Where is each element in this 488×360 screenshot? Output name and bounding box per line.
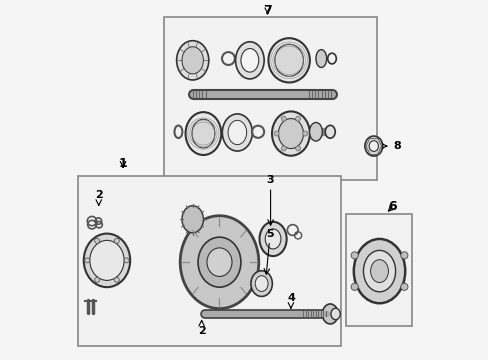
Circle shape [114, 277, 119, 282]
Circle shape [95, 277, 100, 282]
Ellipse shape [363, 250, 395, 292]
Ellipse shape [315, 50, 326, 67]
Ellipse shape [268, 38, 309, 82]
Ellipse shape [241, 49, 258, 72]
Text: 8: 8 [382, 141, 400, 151]
Circle shape [114, 238, 119, 243]
Circle shape [400, 283, 407, 291]
Circle shape [281, 146, 285, 151]
Circle shape [295, 116, 300, 121]
Text: 3: 3 [266, 175, 274, 185]
Text: 4: 4 [286, 293, 294, 303]
Circle shape [281, 116, 285, 121]
Ellipse shape [192, 119, 214, 148]
Ellipse shape [309, 122, 322, 141]
Ellipse shape [264, 229, 281, 249]
Circle shape [84, 258, 90, 263]
Ellipse shape [274, 44, 303, 76]
Ellipse shape [255, 276, 267, 292]
Bar [346, 214, 411, 327]
Ellipse shape [235, 42, 264, 79]
Ellipse shape [198, 237, 241, 287]
Text: 7: 7 [263, 4, 271, 17]
Circle shape [295, 146, 300, 151]
Text: 1: 1 [119, 157, 127, 170]
Ellipse shape [330, 308, 340, 320]
Text: 2: 2 [95, 190, 102, 200]
Ellipse shape [259, 222, 286, 256]
Ellipse shape [364, 136, 382, 156]
Bar [78, 176, 340, 346]
Ellipse shape [370, 260, 387, 283]
Circle shape [350, 283, 358, 291]
Bar [164, 18, 376, 180]
Ellipse shape [278, 118, 303, 149]
Circle shape [302, 131, 307, 136]
Text: 2: 2 [197, 326, 205, 336]
Ellipse shape [250, 271, 272, 296]
Ellipse shape [222, 114, 252, 151]
Circle shape [400, 252, 407, 259]
Ellipse shape [368, 141, 378, 152]
Circle shape [274, 131, 279, 136]
Ellipse shape [90, 240, 124, 280]
Text: 6: 6 [387, 200, 396, 213]
Ellipse shape [325, 125, 335, 138]
Ellipse shape [271, 111, 309, 156]
Circle shape [95, 238, 100, 243]
Ellipse shape [180, 216, 258, 309]
Ellipse shape [83, 234, 130, 287]
Ellipse shape [322, 304, 337, 324]
Ellipse shape [176, 41, 208, 80]
Circle shape [350, 252, 358, 259]
Ellipse shape [206, 248, 231, 276]
Ellipse shape [182, 47, 203, 74]
Ellipse shape [182, 206, 203, 233]
Ellipse shape [353, 239, 405, 303]
Text: 5: 5 [266, 229, 273, 239]
Circle shape [124, 258, 129, 263]
Ellipse shape [227, 120, 246, 145]
Ellipse shape [185, 112, 221, 155]
